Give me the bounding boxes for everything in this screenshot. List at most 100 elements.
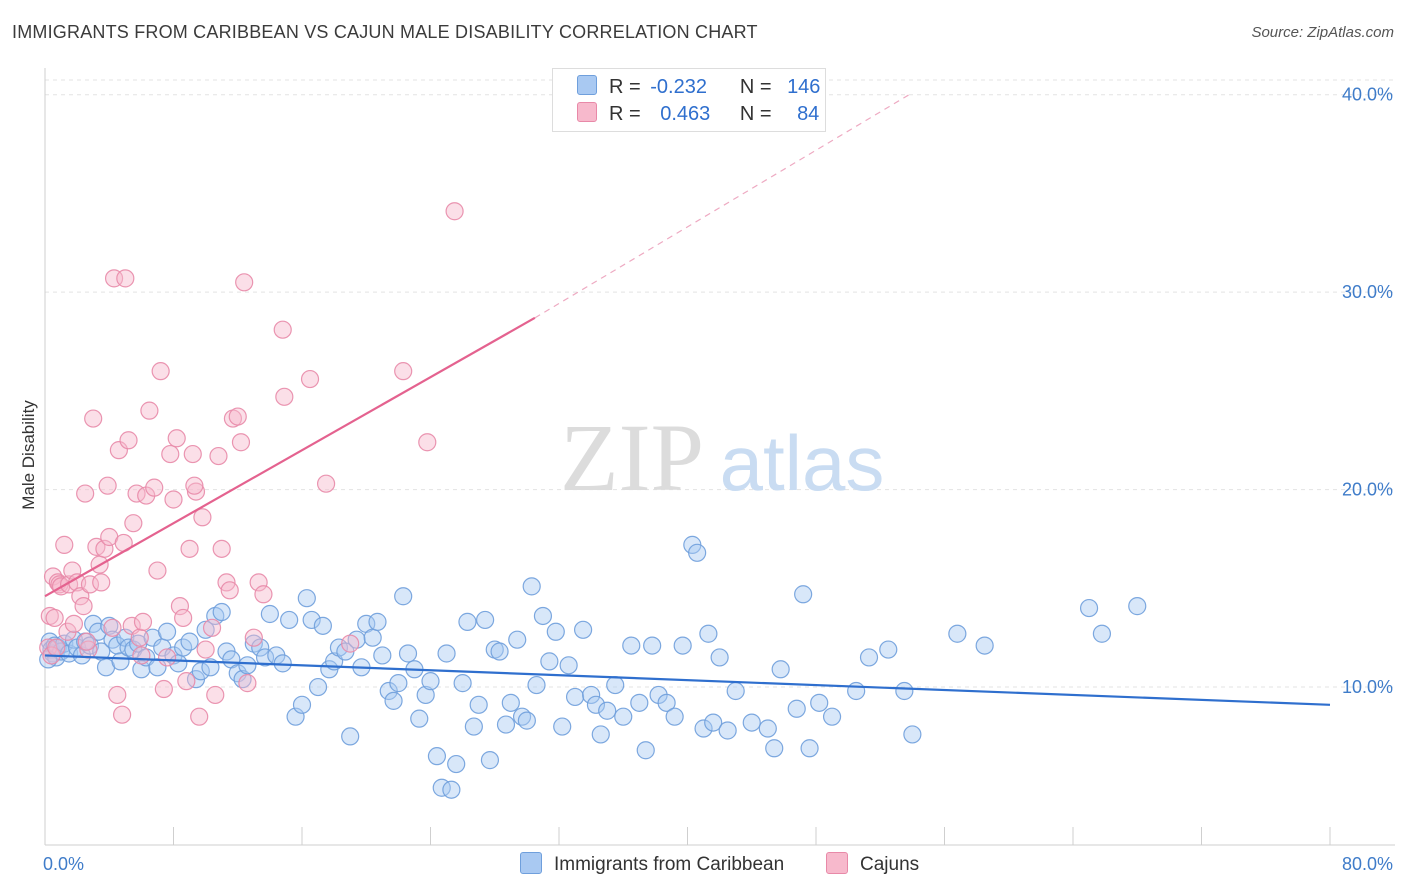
point-cajuns xyxy=(145,478,164,497)
legend-item-cajuns: Cajuns xyxy=(826,852,919,876)
point-cajuns xyxy=(157,648,177,667)
y-tick-label: 20.0% xyxy=(1342,480,1393,500)
point-cajuns xyxy=(76,484,95,503)
point-cajuns xyxy=(394,362,413,381)
legend-swatch-cajuns xyxy=(826,852,848,874)
point-caribbean xyxy=(699,624,718,643)
point-caribbean xyxy=(341,727,360,746)
point-cajuns xyxy=(238,674,257,693)
point-caribbean xyxy=(975,636,994,655)
point-caribbean xyxy=(1079,598,1099,618)
point-caribbean xyxy=(368,612,387,631)
y-tick-label: 40.0% xyxy=(1342,85,1393,105)
point-cajuns xyxy=(77,632,96,651)
n-value: 146 xyxy=(787,76,821,98)
point-cajuns xyxy=(249,573,268,592)
point-caribbean xyxy=(553,717,572,736)
point-cajuns xyxy=(273,320,292,339)
legend-swatch-cajuns xyxy=(577,102,597,122)
point-cajuns xyxy=(341,634,360,653)
point-caribbean xyxy=(787,699,806,718)
point-cajuns xyxy=(220,581,239,600)
point-caribbean xyxy=(614,707,633,726)
point-caribbean xyxy=(196,620,215,639)
point-cajuns xyxy=(124,514,143,533)
point-caribbean xyxy=(948,624,967,643)
point-caribbean xyxy=(903,725,922,744)
point-caribbean xyxy=(794,585,813,604)
point-caribbean xyxy=(665,707,684,726)
point-caribbean xyxy=(410,709,429,728)
point-cajuns xyxy=(47,638,66,657)
trend-line-cajuns-extension xyxy=(534,92,913,319)
point-caribbean xyxy=(559,656,578,675)
point-cajuns xyxy=(108,685,127,705)
point-caribbean xyxy=(1128,597,1147,616)
point-caribbean xyxy=(157,622,177,641)
point-cajuns xyxy=(45,608,64,628)
point-cajuns xyxy=(275,387,294,406)
point-caribbean xyxy=(416,685,435,705)
point-caribbean xyxy=(260,604,279,624)
point-caribbean xyxy=(606,675,625,695)
point-caribbean xyxy=(212,602,231,622)
point-cajuns xyxy=(316,474,336,493)
point-caribbean xyxy=(398,644,418,663)
point-cajuns xyxy=(183,444,202,464)
point-caribbean xyxy=(490,642,509,661)
point-cajuns xyxy=(80,575,100,594)
point-caribbean xyxy=(517,711,536,730)
point-cajuns xyxy=(185,476,204,495)
point-caribbean xyxy=(879,640,898,659)
point-cajuns xyxy=(103,618,122,637)
legend-item-caribbean: Immigrants from Caribbean xyxy=(520,852,784,876)
chart-title: IMMIGRANTS FROM CARIBBEAN VS CAJUN MALE … xyxy=(12,22,758,42)
point-caribbean xyxy=(100,616,119,635)
point-caribbean xyxy=(657,693,676,712)
point-caribbean xyxy=(280,610,299,630)
point-caribbean xyxy=(508,630,527,649)
point-cajuns xyxy=(177,672,196,691)
point-caribbean xyxy=(586,695,606,714)
point-cajuns xyxy=(196,640,215,659)
r-value: -0.232 xyxy=(650,76,707,98)
point-caribbean xyxy=(758,719,777,738)
point-caribbean xyxy=(847,681,866,701)
tick-labels: 10.0% 20.0% 30.0% 40.0% 0.0% 80.0% xyxy=(43,85,1393,874)
r-label: R = xyxy=(609,103,641,125)
point-caribbean xyxy=(533,606,553,626)
series-legend: Immigrants from Caribbean Cajuns xyxy=(0,852,1406,878)
point-caribbean xyxy=(297,589,316,608)
point-caribbean xyxy=(292,695,312,714)
point-cajuns xyxy=(109,441,128,460)
point-caribbean xyxy=(573,620,593,639)
point-cajuns xyxy=(228,407,247,426)
point-caribbean xyxy=(591,725,610,744)
n-label: N = xyxy=(739,76,772,98)
point-caribbean xyxy=(822,707,842,726)
point-cajuns xyxy=(164,490,183,509)
point-cajuns xyxy=(418,433,437,452)
point-caribbean xyxy=(384,691,403,710)
source-label: Source: ZipAtlas.com xyxy=(1251,24,1394,41)
point-cajuns xyxy=(254,585,273,604)
point-caribbean xyxy=(255,648,275,667)
axes xyxy=(44,68,1395,846)
point-cajuns xyxy=(180,539,199,558)
point-caribbean xyxy=(251,638,270,657)
legend-row-caribbean: R = -0.232 N = 146 xyxy=(577,75,820,99)
point-cajuns xyxy=(170,597,190,616)
point-caribbean xyxy=(132,660,151,679)
point-caribbean xyxy=(622,636,641,655)
point-caribbean xyxy=(389,674,408,693)
legend-label-cajuns: Cajuns xyxy=(860,854,920,875)
point-cajuns xyxy=(74,597,93,616)
point-caribbean xyxy=(800,739,819,758)
point-cajuns xyxy=(64,614,84,633)
point-cajuns xyxy=(98,476,117,495)
point-cajuns xyxy=(151,362,170,381)
trend-line-cajuns xyxy=(44,316,536,598)
point-cajuns xyxy=(95,539,114,558)
point-caribbean xyxy=(598,701,617,720)
